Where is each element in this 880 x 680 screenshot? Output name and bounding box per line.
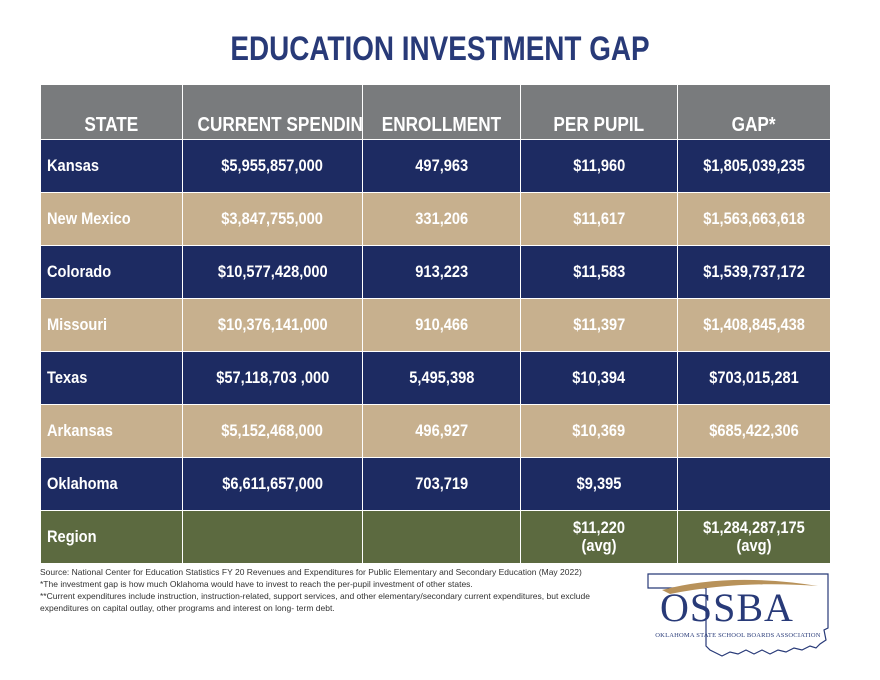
state-cell: Oklahoma (40, 457, 183, 511)
enrollment-cell: 331,206 (362, 192, 521, 246)
footnotes: Source: National Center for Education St… (40, 566, 600, 614)
spending-cell: $6,611,657,000 (182, 457, 363, 511)
gap-cell: $1,408,845,438 (677, 298, 831, 352)
investment-gap-table: STATE CURRENT SPENDING ENROLLMENT PER PU… (40, 84, 831, 564)
table-row: Colorado $10,577,428,000 913,223 $11,583… (40, 245, 831, 299)
gap-avg-cell: $1,284,287,175 (avg) (677, 510, 831, 564)
gap-cell: $685,422,306 (677, 404, 831, 458)
enrollment-cell: 496,927 (362, 404, 521, 458)
enrollment-cell: 497,963 (362, 139, 521, 193)
swoosh-icon (662, 579, 818, 594)
enrollment-cell: 703,719 (362, 457, 521, 511)
per-pupil-cell: $11,617 (520, 192, 678, 246)
state-cell: New Mexico (40, 192, 183, 246)
page-title: EDUCATION INVESTMENT GAP (230, 30, 650, 68)
per-pupil-cell: $11,960 (520, 139, 678, 193)
spending-cell: $10,376,141,000 (182, 298, 363, 352)
state-cell: Kansas (40, 139, 183, 193)
gap-cell: $703,015,281 (677, 351, 831, 405)
per-pupil-cell: $9,395 (520, 457, 678, 511)
logo-wordmark: OSSBA (660, 585, 794, 630)
table-row: New Mexico $3,847,755,000 331,206 $11,61… (40, 192, 831, 246)
spending-cell: $3,847,755,000 (182, 192, 363, 246)
per-pupil-cell: $11,397 (520, 298, 678, 352)
region-row: Region $11,220 (avg) $1,284,287,175 (avg… (40, 510, 831, 564)
column-header-state: STATE (40, 84, 183, 140)
oklahoma-outline-icon (647, 573, 829, 657)
per-pupil-cell: $10,394 (520, 351, 678, 405)
gap-cell (677, 457, 831, 511)
spending-cell: $57,118,703 ,000 (182, 351, 363, 405)
per-pupil-cell: $10,369 (520, 404, 678, 458)
column-header-current-spending: CURRENT SPENDING (182, 84, 363, 140)
expenditure-footnote: **Current expenditures include instructi… (40, 591, 590, 613)
ossba-logo: OSSBA OKLAHOMA STATE SCHOOL BOARDS ASSOC… (640, 570, 840, 670)
gap-footnote: *The investment gap is how much Oklahoma… (40, 579, 473, 589)
table-row: Arkansas $5,152,468,000 496,927 $10,369 … (40, 404, 831, 458)
enrollment-cell: 910,466 (362, 298, 521, 352)
per-pupil-cell: $11,583 (520, 245, 678, 299)
state-cell: Colorado (40, 245, 183, 299)
spending-cell (182, 510, 363, 564)
table-row: Texas $57,118,703 ,000 5,495,398 $10,394… (40, 351, 831, 405)
table-row: Missouri $10,376,141,000 910,466 $11,397… (40, 298, 831, 352)
column-header-enrollment: ENROLLMENT (362, 84, 521, 140)
spending-cell: $5,955,857,000 (182, 139, 363, 193)
state-cell: Region (40, 510, 183, 564)
enrollment-cell: 913,223 (362, 245, 521, 299)
spending-cell: $10,577,428,000 (182, 245, 363, 299)
enrollment-cell (362, 510, 521, 564)
gap-cell: $1,563,663,618 (677, 192, 831, 246)
logo-subtitle: OKLAHOMA STATE SCHOOL BOARDS ASSOCIATION (655, 632, 821, 639)
gap-avg-label: (avg) (736, 536, 772, 555)
enrollment-cell: 5,495,398 (362, 351, 521, 405)
table-header-row: STATE CURRENT SPENDING ENROLLMENT PER PU… (40, 84, 831, 140)
column-header-gap: GAP* (677, 84, 831, 140)
source-note: Source: National Center for Education St… (40, 567, 582, 577)
gap-cell: $1,539,737,172 (677, 245, 831, 299)
spending-cell: $5,152,468,000 (182, 404, 363, 458)
per-pupil-avg-label: (avg) (581, 536, 617, 555)
state-cell: Texas (40, 351, 183, 405)
column-header-per-pupil: PER PUPIL (520, 84, 678, 140)
gap-cell: $1,805,039,235 (677, 139, 831, 193)
per-pupil-avg-value: $11,220 (572, 518, 626, 537)
table-row: Kansas $5,955,857,000 497,963 $11,960 $1… (40, 139, 831, 193)
state-cell: Missouri (40, 298, 183, 352)
gap-avg-value: $1,284,287,175 (703, 518, 805, 537)
per-pupil-avg-cell: $11,220 (avg) (520, 510, 678, 564)
state-cell: Arkansas (40, 404, 183, 458)
table-row: Oklahoma $6,611,657,000 703,719 $9,395 (40, 457, 831, 511)
